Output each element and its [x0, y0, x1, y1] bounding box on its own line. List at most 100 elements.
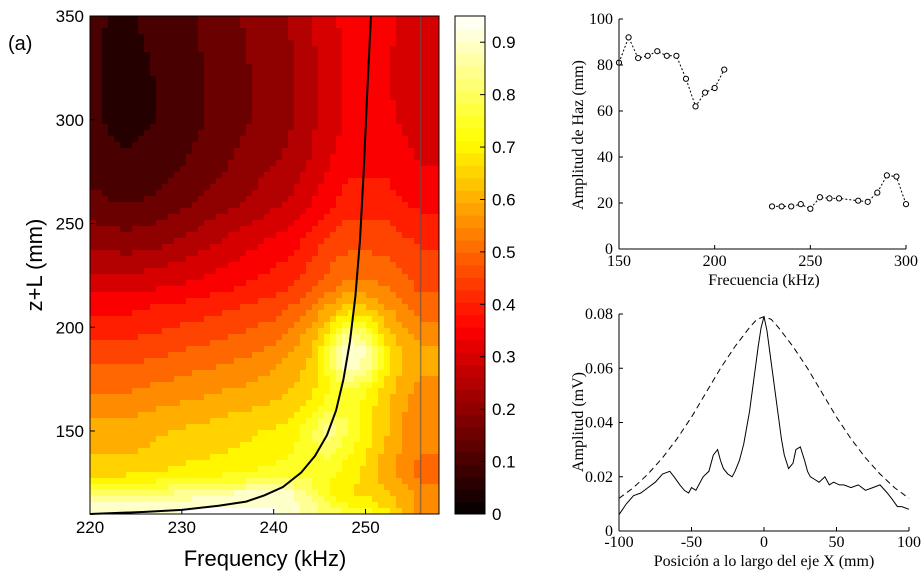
heatmap-cell [396, 352, 403, 359]
heatmap-cell [120, 136, 127, 143]
heatmap-cell [198, 232, 205, 239]
heatmap-cell [312, 370, 319, 377]
heatmap-cell [102, 142, 109, 149]
heatmap-cell [180, 472, 187, 479]
heatmap-cell [288, 148, 295, 155]
heatmap-cell [186, 28, 193, 35]
heatmap-cell [228, 454, 235, 461]
heatmap-cell [402, 46, 409, 53]
heatmap-cell [216, 148, 223, 155]
heatmap-cell [96, 508, 103, 515]
heatmap-cell [204, 304, 211, 311]
heatmap-cell [192, 400, 199, 407]
heatmap-cell [330, 160, 337, 167]
heatmap-cell [414, 478, 421, 485]
heatmap-cell [210, 76, 217, 83]
heatmap-cell [222, 490, 229, 497]
heatmap-cell [252, 412, 259, 419]
heatmap-cell [378, 412, 385, 419]
heatmap-cell [144, 76, 151, 83]
heatmap-cell [234, 322, 241, 329]
heatmap-cell [360, 154, 367, 161]
heatmap-cell [330, 376, 337, 383]
heatmap-cell [318, 280, 325, 287]
heatmap-cell [354, 88, 361, 95]
heatmap-cell [300, 154, 307, 161]
heatmap-cell [204, 466, 211, 473]
heatmap-cell [372, 430, 379, 437]
heatmap-cell [318, 412, 325, 419]
heatmap-cell [402, 304, 409, 311]
heatmap-cell [258, 496, 265, 503]
heatmap-cell [198, 274, 205, 281]
heatmap-cell [90, 412, 97, 419]
heatmap-cell [126, 394, 133, 401]
heatmap-cell [396, 34, 403, 41]
heatmap-cell [102, 256, 109, 263]
heatmap-cell [132, 328, 139, 335]
heatmap-cell [312, 124, 319, 131]
heatmap-cell [222, 16, 229, 23]
heatmap-cell [90, 178, 97, 185]
heatmap-cell [204, 274, 211, 281]
heatmap-cell [162, 394, 169, 401]
heatmap-cell [414, 310, 421, 317]
heatmap-cell [366, 424, 373, 431]
heatmap-cell [186, 190, 193, 197]
colorbar-segment [455, 190, 485, 204]
heatmap-cell [162, 208, 169, 215]
heatmap-cell [126, 490, 133, 497]
heatmap-cell [372, 388, 379, 395]
heatmap-cell [228, 208, 235, 215]
heatmap-cell [300, 292, 307, 299]
heatmap-cell [198, 184, 205, 191]
heatmap-cell [102, 370, 109, 377]
heatmap-cell [162, 244, 169, 251]
heatmap-cell [264, 190, 271, 197]
heatmap-cell [264, 274, 271, 281]
heatmap-cell [240, 382, 247, 389]
heatmap-cell [300, 214, 307, 221]
heatmap-cell [300, 40, 307, 47]
heatmap-cell [186, 214, 193, 221]
heatmap-cell [270, 112, 277, 119]
heatmap-cell [270, 166, 277, 173]
heatmap-cell [390, 208, 397, 215]
heatmap-cell [162, 130, 169, 137]
heatmap-cell [186, 196, 193, 203]
heatmap-cell [132, 250, 139, 257]
heatmap-cell [330, 412, 337, 419]
heatmap-cell [180, 46, 187, 53]
heatmap-cell [246, 148, 253, 155]
heatmap-cell [288, 502, 295, 509]
heatmap-cell [348, 442, 355, 449]
heatmap-cell [240, 130, 247, 137]
heatmap-cell [186, 142, 193, 149]
heatmap-cell [378, 370, 385, 377]
heatmap-cell [414, 214, 421, 221]
heatmap-cell [96, 424, 103, 431]
heatmap-cell [246, 100, 253, 107]
heatmap-cell [252, 154, 259, 161]
heatmap-cell [312, 448, 319, 455]
heatmap-cell [216, 16, 223, 23]
heatmap-cell [336, 340, 343, 347]
heatmap-cell [240, 316, 247, 323]
heatmap-cell [150, 142, 157, 149]
heatmap-cell [186, 238, 193, 245]
heatmap-cell [402, 226, 409, 233]
heatmap-cell [366, 412, 373, 419]
heatmap-cell [102, 286, 109, 293]
heatmap-cell [198, 436, 205, 443]
heatmap-cell [300, 148, 307, 155]
heatmap-cell [102, 298, 109, 305]
heatmap-cell [192, 454, 199, 461]
heatmap-cell [258, 34, 265, 41]
heatmap-cell [348, 262, 355, 269]
heatmap-cell [390, 118, 397, 125]
heatmap-cell [120, 118, 127, 125]
heatmap-cell [186, 424, 193, 431]
heatmap-cell [240, 166, 247, 173]
heatmap-cell [150, 418, 157, 425]
panel-label: (a) [8, 33, 32, 55]
